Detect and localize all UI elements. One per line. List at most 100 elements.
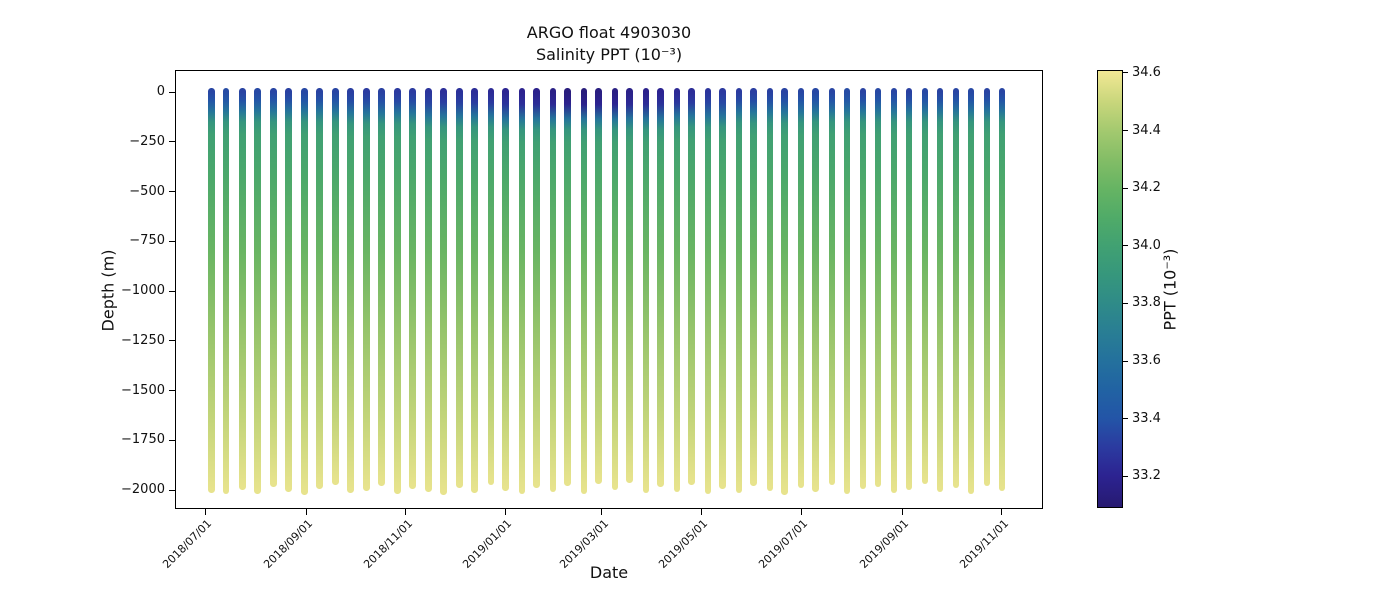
profile-stripe — [626, 88, 633, 483]
profile-stripe — [518, 88, 526, 495]
x-tick-label: 2019/07/01 — [756, 517, 811, 572]
x-tick — [305, 509, 307, 515]
x-tick-label: 2019/05/01 — [656, 517, 711, 572]
profile-stripe — [363, 88, 370, 491]
profile-stripe — [657, 88, 664, 488]
profile-stripe — [905, 88, 913, 491]
y-tick-label: −1750 — [121, 432, 165, 448]
x-tick — [1001, 509, 1003, 515]
profile-stripe — [719, 88, 726, 489]
y-tick — [169, 191, 175, 192]
profile-stripe — [425, 88, 432, 492]
y-tick — [169, 390, 175, 391]
chart-title-block: ARGO float 4903030 Salinity PPT (10⁻³) — [175, 22, 1043, 66]
profile-stripe — [998, 88, 1006, 492]
profile-stripe — [549, 88, 557, 493]
colorbar-tick-label: 34.0 — [1132, 237, 1161, 253]
x-tick-label: 2018/07/01 — [160, 517, 215, 572]
chart-title: ARGO float 4903030 — [526, 23, 692, 42]
y-tick-label: −2000 — [121, 482, 165, 497]
profile-stripe — [564, 88, 571, 486]
x-tick — [405, 509, 407, 515]
y-tick — [169, 290, 175, 292]
y-tick — [169, 489, 175, 491]
profile-stripe — [316, 88, 323, 489]
x-tick — [204, 509, 206, 515]
profile-stripe — [642, 88, 650, 494]
profile-stripe — [456, 88, 463, 488]
profile-stripe — [301, 88, 308, 496]
colorbar-tick — [1123, 187, 1128, 189]
profile-stripe — [270, 88, 277, 487]
colorbar-tick — [1123, 475, 1128, 477]
x-tick-label: 2019/01/01 — [460, 517, 515, 572]
y-tick-label: −750 — [129, 233, 165, 249]
colorbar-tick-label: 33.6 — [1132, 353, 1161, 369]
profile-stripe — [735, 88, 743, 493]
colorbar-tick — [1123, 130, 1128, 131]
profile-stripe — [812, 88, 819, 492]
y-tick — [169, 141, 175, 143]
x-tick — [601, 509, 603, 515]
y-tick-label: −250 — [129, 133, 165, 149]
profile-stripe — [347, 88, 354, 494]
x-tick — [800, 509, 802, 515]
profile-stripe — [859, 88, 867, 490]
x-tick — [700, 509, 702, 515]
x-tick-label: 2019/03/01 — [556, 517, 612, 572]
y-tick-label: −1250 — [121, 332, 165, 348]
profile-stripe — [766, 88, 774, 491]
y-tick — [169, 439, 175, 441]
colorbar-tick — [1123, 360, 1128, 362]
colorbar-label: PPT (10⁻³) — [1160, 248, 1180, 331]
y-tick-label: −1500 — [121, 382, 165, 398]
profile-stripe — [471, 88, 478, 493]
profile-stripe — [673, 88, 681, 492]
profile-stripe — [222, 88, 230, 495]
profile-stripe — [378, 88, 385, 486]
colorbar-tick-label: 33.2 — [1132, 468, 1161, 484]
chart-subtitle: Salinity PPT (10⁻³) — [535, 45, 683, 64]
profile-stripe — [704, 88, 712, 495]
profile-stripe — [285, 88, 292, 492]
x-tick-label: 2018/11/01 — [361, 517, 416, 572]
colorbar-tick — [1123, 72, 1128, 74]
profile-stripe — [797, 88, 805, 488]
profile-stripe — [533, 88, 540, 488]
x-axis-label: Date — [589, 563, 629, 582]
profile-stripe — [239, 88, 246, 490]
y-tick — [169, 240, 175, 242]
profile-stripe — [936, 88, 944, 492]
profile-stripe — [208, 88, 215, 493]
profile-stripe — [967, 88, 975, 494]
y-tick — [169, 340, 175, 342]
x-tick-label: 2018/09/01 — [261, 517, 316, 572]
profile-stripe — [921, 88, 929, 484]
colorbar-tick — [1123, 418, 1128, 420]
colorbar-tick — [1123, 302, 1128, 304]
profile-stripe — [688, 88, 695, 485]
profile-stripe — [781, 88, 788, 496]
profile-stripe — [254, 88, 261, 494]
y-tick-label: −1000 — [121, 283, 165, 298]
colorbar-tick — [1123, 245, 1128, 247]
colorbar-tick-label: 34.6 — [1132, 64, 1161, 80]
y-tick-label: 0 — [156, 84, 165, 99]
x-tick — [901, 509, 903, 515]
profile-stripe — [595, 88, 602, 484]
profile-stripe — [580, 88, 588, 494]
profile-stripe — [611, 88, 619, 490]
profile-stripe — [843, 88, 851, 494]
colorbar — [1097, 70, 1123, 508]
profile-stripe — [502, 88, 509, 492]
colorbar-tick-label: 34.4 — [1132, 122, 1161, 138]
profile-stripe — [332, 88, 339, 485]
x-tick — [504, 509, 506, 515]
profile-stripe — [890, 88, 898, 493]
profile-stripe — [394, 88, 401, 494]
y-tick-label: −500 — [129, 183, 165, 199]
y-tick — [169, 91, 175, 93]
profile-stripe — [828, 88, 836, 485]
profile-stripe — [983, 88, 991, 486]
